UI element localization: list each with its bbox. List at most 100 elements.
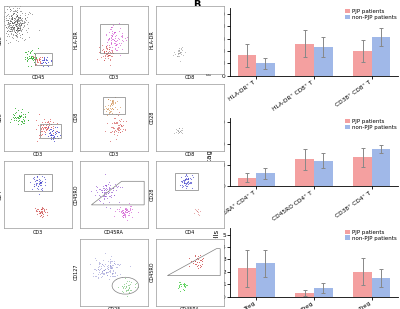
Point bbox=[45, 124, 51, 129]
Point bbox=[50, 125, 56, 130]
Point bbox=[0, 3, 3, 8]
Point bbox=[185, 176, 191, 181]
Point bbox=[171, 49, 177, 54]
Point bbox=[125, 283, 131, 288]
Point bbox=[97, 266, 103, 271]
Point bbox=[48, 133, 54, 138]
Point bbox=[110, 267, 116, 272]
Bar bbox=[256, 63, 275, 76]
Point bbox=[184, 182, 191, 187]
X-axis label: CD8: CD8 bbox=[185, 75, 195, 80]
Point bbox=[8, 31, 14, 36]
Point bbox=[102, 183, 108, 188]
Point bbox=[97, 50, 104, 55]
Point bbox=[40, 211, 46, 216]
Point bbox=[115, 113, 121, 118]
Point bbox=[108, 102, 115, 107]
Point bbox=[190, 210, 197, 215]
Point bbox=[106, 97, 113, 102]
Point bbox=[123, 207, 130, 212]
Point bbox=[101, 58, 107, 63]
Point bbox=[182, 174, 188, 179]
Point bbox=[39, 120, 45, 125]
Point bbox=[36, 177, 43, 182]
Point bbox=[103, 271, 109, 276]
Point bbox=[99, 47, 105, 52]
Point bbox=[43, 127, 49, 132]
Point bbox=[124, 35, 130, 40]
Point bbox=[12, 114, 18, 119]
Point bbox=[99, 269, 106, 274]
Point bbox=[36, 182, 42, 187]
Bar bbox=[256, 263, 275, 297]
Point bbox=[120, 210, 126, 215]
Point bbox=[12, 33, 19, 38]
Point bbox=[36, 209, 42, 214]
Point bbox=[34, 60, 41, 65]
Text: B: B bbox=[193, 0, 200, 10]
Point bbox=[114, 125, 121, 129]
Point bbox=[126, 286, 132, 290]
Point bbox=[6, 5, 13, 10]
Point bbox=[39, 128, 46, 133]
Point bbox=[42, 61, 49, 66]
Point bbox=[176, 50, 182, 55]
Point bbox=[17, 15, 23, 20]
Point bbox=[36, 211, 42, 216]
Point bbox=[183, 176, 190, 181]
Point bbox=[20, 121, 26, 125]
Point bbox=[108, 271, 115, 276]
Point bbox=[171, 130, 177, 135]
Point bbox=[106, 269, 113, 273]
Point bbox=[6, 34, 12, 39]
Point bbox=[113, 120, 120, 125]
Point bbox=[114, 184, 120, 189]
Point bbox=[178, 131, 185, 136]
Point bbox=[48, 122, 54, 127]
Point bbox=[181, 177, 188, 182]
Point bbox=[176, 284, 182, 289]
Point bbox=[122, 36, 128, 41]
Point bbox=[11, 8, 17, 13]
Point bbox=[120, 118, 126, 123]
Point bbox=[38, 180, 44, 184]
Point bbox=[106, 184, 112, 189]
Point bbox=[41, 117, 47, 122]
Point bbox=[112, 39, 119, 44]
Point bbox=[30, 53, 36, 58]
Point bbox=[113, 120, 119, 125]
Point bbox=[109, 129, 115, 134]
Point bbox=[10, 19, 17, 24]
Point bbox=[44, 134, 51, 139]
Point bbox=[101, 51, 107, 56]
Bar bbox=[175, 173, 198, 190]
Point bbox=[4, 4, 10, 9]
Point bbox=[108, 36, 114, 41]
Point bbox=[109, 97, 115, 102]
Point bbox=[6, 26, 12, 31]
Point bbox=[15, 20, 22, 25]
Point bbox=[18, 109, 24, 114]
Point bbox=[12, 9, 18, 14]
Point bbox=[107, 27, 113, 32]
Point bbox=[54, 128, 60, 133]
Point bbox=[11, 27, 17, 32]
Point bbox=[112, 30, 118, 35]
Point bbox=[112, 115, 118, 120]
Point bbox=[186, 180, 193, 185]
Point bbox=[41, 56, 47, 61]
Bar bbox=[40, 124, 61, 138]
Point bbox=[16, 18, 22, 23]
Point bbox=[106, 263, 113, 268]
Point bbox=[190, 260, 196, 265]
Point bbox=[40, 57, 47, 62]
Point bbox=[105, 265, 112, 269]
Point bbox=[98, 188, 104, 193]
Point bbox=[182, 284, 188, 289]
Point bbox=[104, 112, 110, 117]
Point bbox=[110, 185, 116, 190]
Point bbox=[9, 16, 16, 21]
Point bbox=[39, 188, 45, 193]
Point bbox=[126, 290, 132, 295]
Point bbox=[182, 178, 188, 183]
